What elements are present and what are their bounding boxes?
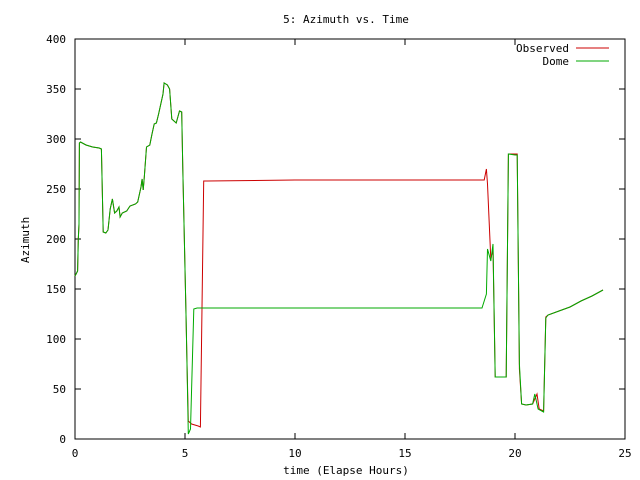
y-tick-label: 350: [46, 83, 66, 96]
y-tick-label: 400: [46, 33, 66, 46]
x-tick-label: 0: [72, 447, 79, 460]
y-axis: 0 50 100 150 200 250 300 350 400: [46, 33, 625, 446]
y-tick-label: 50: [53, 383, 66, 396]
x-tick-label: 5: [182, 447, 189, 460]
series-lines: [74, 82, 604, 435]
y-tick-label: 300: [46, 133, 66, 146]
y-tick-label: 250: [46, 183, 66, 196]
series-line-observed: [74, 82, 604, 428]
x-tick-label: 15: [398, 447, 411, 460]
y-axis-label: Azimuth: [19, 217, 32, 263]
x-tick-label: 10: [288, 447, 301, 460]
legend-label: Observed: [516, 42, 569, 55]
chart-title: 5: Azimuth vs. Time: [283, 13, 409, 26]
y-tick-label: 0: [59, 433, 66, 446]
x-axis: 0 5 10 15 20 25: [72, 39, 632, 460]
series-line-dome: [74, 82, 604, 435]
legend-label: Dome: [543, 55, 570, 68]
x-tick-label: 25: [618, 447, 631, 460]
y-tick-label: 100: [46, 333, 66, 346]
y-tick-label: 200: [46, 233, 66, 246]
plot-frame: [74, 38, 626, 440]
x-axis-label: time (Elapse Hours): [283, 464, 409, 477]
y-tick-label: 150: [46, 283, 66, 296]
x-tick-label: 20: [508, 447, 521, 460]
